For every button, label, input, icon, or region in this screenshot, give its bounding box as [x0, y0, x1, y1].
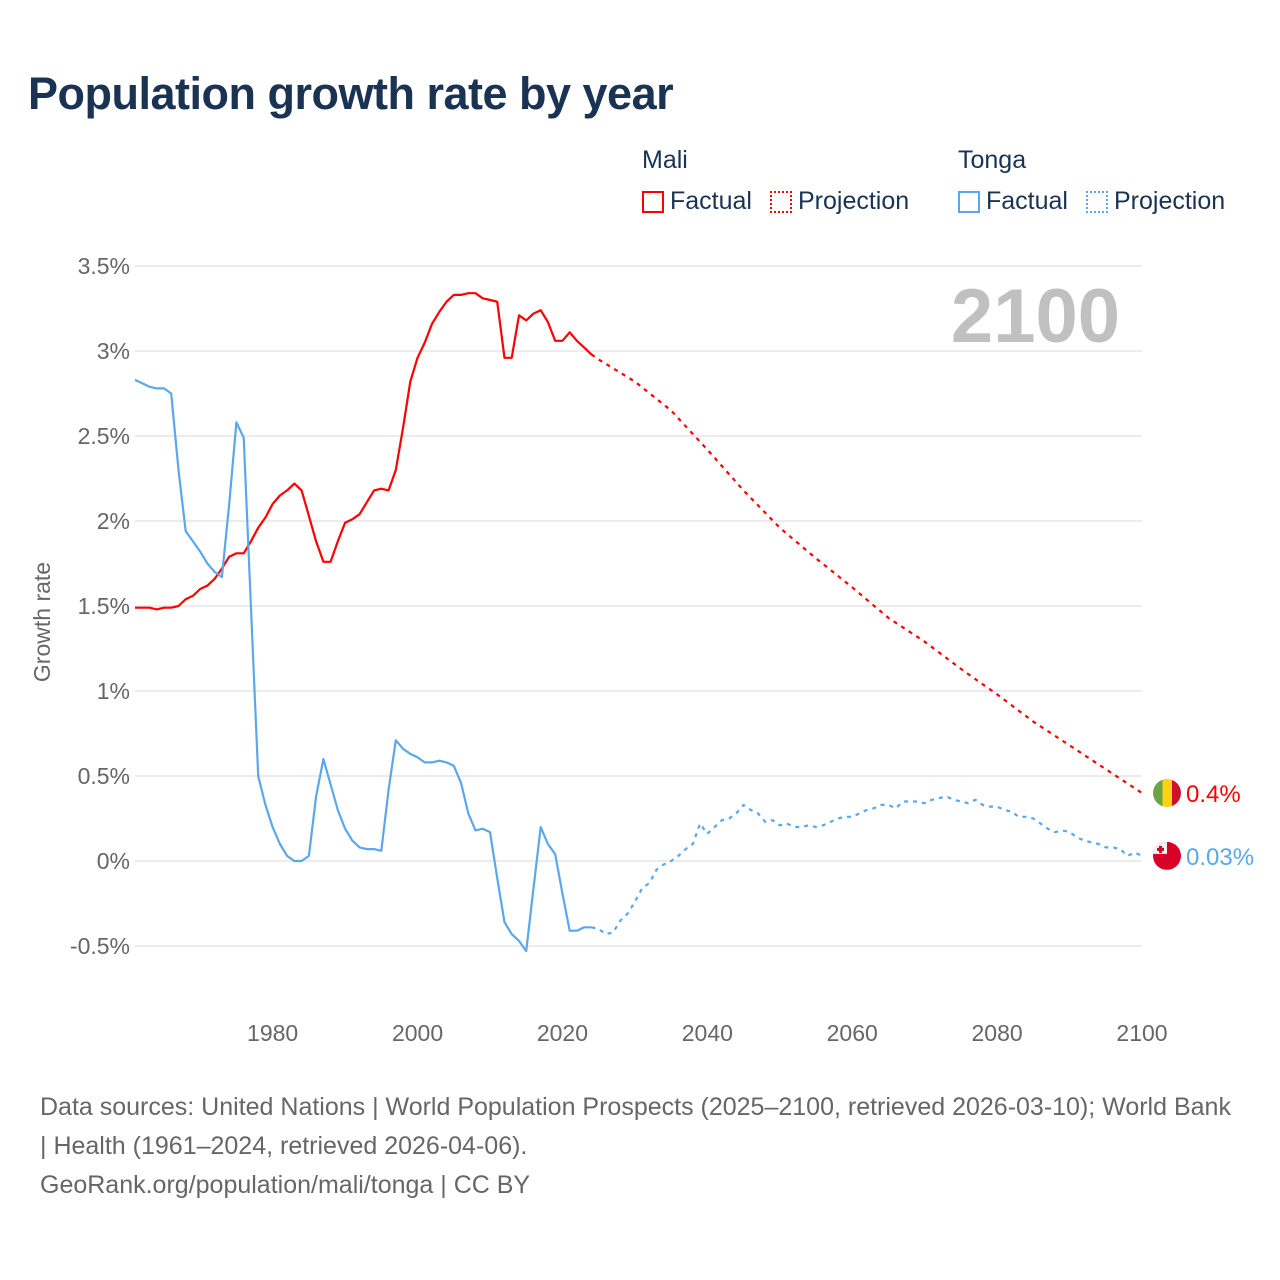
legend-label: Factual: [986, 187, 1068, 215]
swatch-solid-icon: [642, 190, 664, 213]
legend-tonga: Tonga Factual Projection: [958, 146, 1225, 216]
legend-label: Projection: [1113, 187, 1226, 215]
mali-flag-icon: [1153, 779, 1181, 807]
attribution: GeoRank.org/population/mali/tonga | CC B…: [40, 1171, 531, 1199]
x-tick-label: 1980: [247, 1020, 298, 1046]
tonga-flag-icon: [1153, 841, 1181, 870]
end-label-tonga: 0.03%: [1186, 844, 1254, 871]
y-tick-label: 3%: [97, 338, 130, 364]
legend-tonga-factual[interactable]: Factual: [958, 187, 1068, 216]
swatch-solid-icon: [958, 190, 980, 213]
swatch-dotted-icon: [769, 190, 792, 213]
x-tick-label: 2040: [682, 1020, 733, 1046]
year-label: 2100: [951, 274, 1120, 359]
y-axis-label: Growth rate: [29, 562, 55, 682]
legend-mali: Mali Factual Projection: [642, 146, 909, 216]
y-tick-label: 0%: [97, 848, 130, 874]
x-tick-label: 2020: [537, 1020, 588, 1046]
end-label-mali: 0.4%: [1186, 781, 1241, 808]
legend-label: Factual: [670, 187, 752, 215]
swatch-dotted-icon: [1085, 190, 1108, 213]
y-tick-label: -0.5%: [70, 933, 130, 959]
chart-title: Population growth rate by year: [28, 68, 674, 119]
x-tick-label: 2080: [972, 1020, 1023, 1046]
x-tick-label: 2100: [1116, 1020, 1167, 1046]
y-tick-label: 1.5%: [78, 593, 130, 619]
legend-tonga-projection[interactable]: Projection: [1085, 187, 1226, 216]
data-sources: Data sources: United Nations | World Pop…: [40, 1093, 1231, 1160]
y-tick-label: 1%: [97, 678, 130, 704]
legend-group-name: Tonga: [958, 146, 1027, 174]
x-tick-label: 2060: [827, 1020, 878, 1046]
legend-group-name: Mali: [642, 146, 688, 174]
y-tick-label: 0.5%: [78, 763, 130, 789]
y-tick-label: 3.5%: [78, 253, 130, 279]
legend-mali-projection[interactable]: Projection: [769, 187, 910, 216]
series-tonga-projection: [591, 795, 1143, 936]
series-mali-projection: [590, 353, 1143, 794]
series-tonga-factual: [134, 378, 592, 953]
y-tick-label: 2.5%: [78, 423, 130, 449]
source-note: Data sources: United Nations | World Pop…: [40, 1088, 1240, 1205]
legend-label: Projection: [797, 187, 910, 215]
y-tick-label: 2%: [97, 508, 130, 534]
series-mali-factual: [135, 292, 593, 611]
x-tick-label: 2000: [392, 1020, 443, 1046]
legend-mali-factual[interactable]: Factual: [642, 187, 752, 216]
